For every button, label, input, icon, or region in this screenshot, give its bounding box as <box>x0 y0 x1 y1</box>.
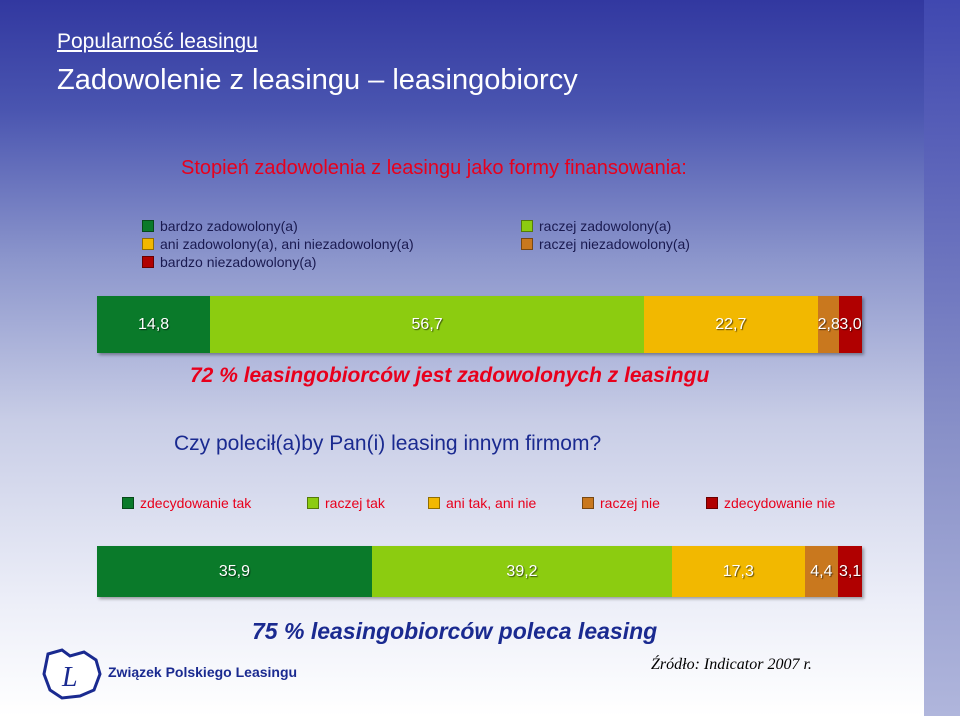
source-note: Źródło: Indicator 2007 r. <box>651 656 812 673</box>
recommendation-summary: 75 % leasingobiorców poleca leasing <box>252 618 658 644</box>
bar-segment: 4,4 <box>804 546 839 597</box>
legend1-item-unsatisfied: raczej niezadowolony(a) <box>521 236 690 252</box>
bar-segment: 17,3 <box>672 546 805 597</box>
legend2-item-neutral: ani tak, ani nie <box>428 495 536 511</box>
legend1-item-satisfied: raczej zadowolony(a) <box>521 218 671 234</box>
bar-segment: 22,7 <box>643 296 818 353</box>
legend-swatch <box>706 497 718 509</box>
logo-letter: L <box>61 662 78 693</box>
bar-segment: 2,8 <box>817 296 840 353</box>
data-label: 39,2 <box>506 562 538 580</box>
legend-label: raczej zadowolony(a) <box>539 218 672 234</box>
legend-swatch <box>428 497 440 509</box>
satisfaction-summary: 72 % leasingobiorców jest zadowolonych z… <box>190 364 710 387</box>
legend-swatch <box>307 497 319 509</box>
data-label: 56,7 <box>411 315 443 333</box>
page-title: Zadowolenie z leasingu – leasingobiorcy <box>57 64 578 96</box>
legend1-item-neutral: ani zadowolony(a), ani niezadowolony(a) <box>142 236 414 252</box>
chart2-title: Czy polecił(a)by Pan(i) leasing innym fi… <box>174 432 602 455</box>
legend-label: zdecydowanie tak <box>140 495 252 511</box>
legend-swatch <box>582 497 594 509</box>
legend2-item-rather-no: raczej nie <box>582 495 660 511</box>
legend-label: zdecydowanie nie <box>724 495 836 511</box>
legend-label: raczej nie <box>600 495 660 511</box>
data-label: 14,8 <box>138 315 170 333</box>
zpl-logo-icon: L <box>42 648 102 700</box>
legend-swatch <box>521 220 533 232</box>
logo-organization-name: Związek Polskiego Leasingu <box>108 664 298 680</box>
legend2-item-definitely-yes: zdecydowanie tak <box>122 495 251 511</box>
bar-segment: 39,2 <box>371 546 673 597</box>
chart1-title: Stopień zadowolenia z leasingu jako form… <box>181 157 687 179</box>
legend2-item-rather-yes: raczej tak <box>307 495 385 511</box>
bar-segment: 35,9 <box>97 546 372 597</box>
bar-segment: 3,0 <box>839 296 862 353</box>
bar-segment: 56,7 <box>210 296 644 353</box>
decorative-strip <box>924 0 960 716</box>
data-label: 3,1 <box>838 562 862 580</box>
bar-segment: 3,1 <box>838 546 862 597</box>
data-label: 17,3 <box>722 562 754 580</box>
legend-label: raczej tak <box>325 495 385 511</box>
bar-segment: 14,8 <box>97 296 211 353</box>
legend-swatch <box>142 256 154 268</box>
section-link[interactable]: Popularność leasingu <box>57 30 258 53</box>
legend-swatch <box>142 238 154 250</box>
legend-swatch <box>122 497 134 509</box>
data-label: 4,4 <box>810 562 833 580</box>
legend-swatch <box>142 220 154 232</box>
legend-label: ani tak, ani nie <box>446 495 537 511</box>
legend1-item-very-satisfied: bardzo zadowolony(a) <box>142 218 298 234</box>
legend-swatch <box>521 238 533 250</box>
satisfaction-stacked-bar: 14,8 56,7 22,7 2,8 3,0 <box>97 296 862 353</box>
legend1-item-very-unsatisfied: bardzo niezadowolony(a) <box>142 254 316 270</box>
legend-label: raczej niezadowolony(a) <box>539 236 690 252</box>
data-label: 3,0 <box>839 315 862 333</box>
legend2-item-definitely-no: zdecydowanie nie <box>706 495 835 511</box>
legend-label: bardzo zadowolony(a) <box>160 218 298 234</box>
recommendation-stacked-bar: 35,9 39,2 17,3 4,4 3,1 <box>97 546 862 597</box>
data-label: 2,8 <box>817 315 840 333</box>
legend-label: bardzo niezadowolony(a) <box>160 254 317 270</box>
data-label: 35,9 <box>218 562 251 580</box>
data-label: 22,7 <box>715 315 747 333</box>
legend-label: ani zadowolony(a), ani niezadowolony(a) <box>160 236 414 252</box>
